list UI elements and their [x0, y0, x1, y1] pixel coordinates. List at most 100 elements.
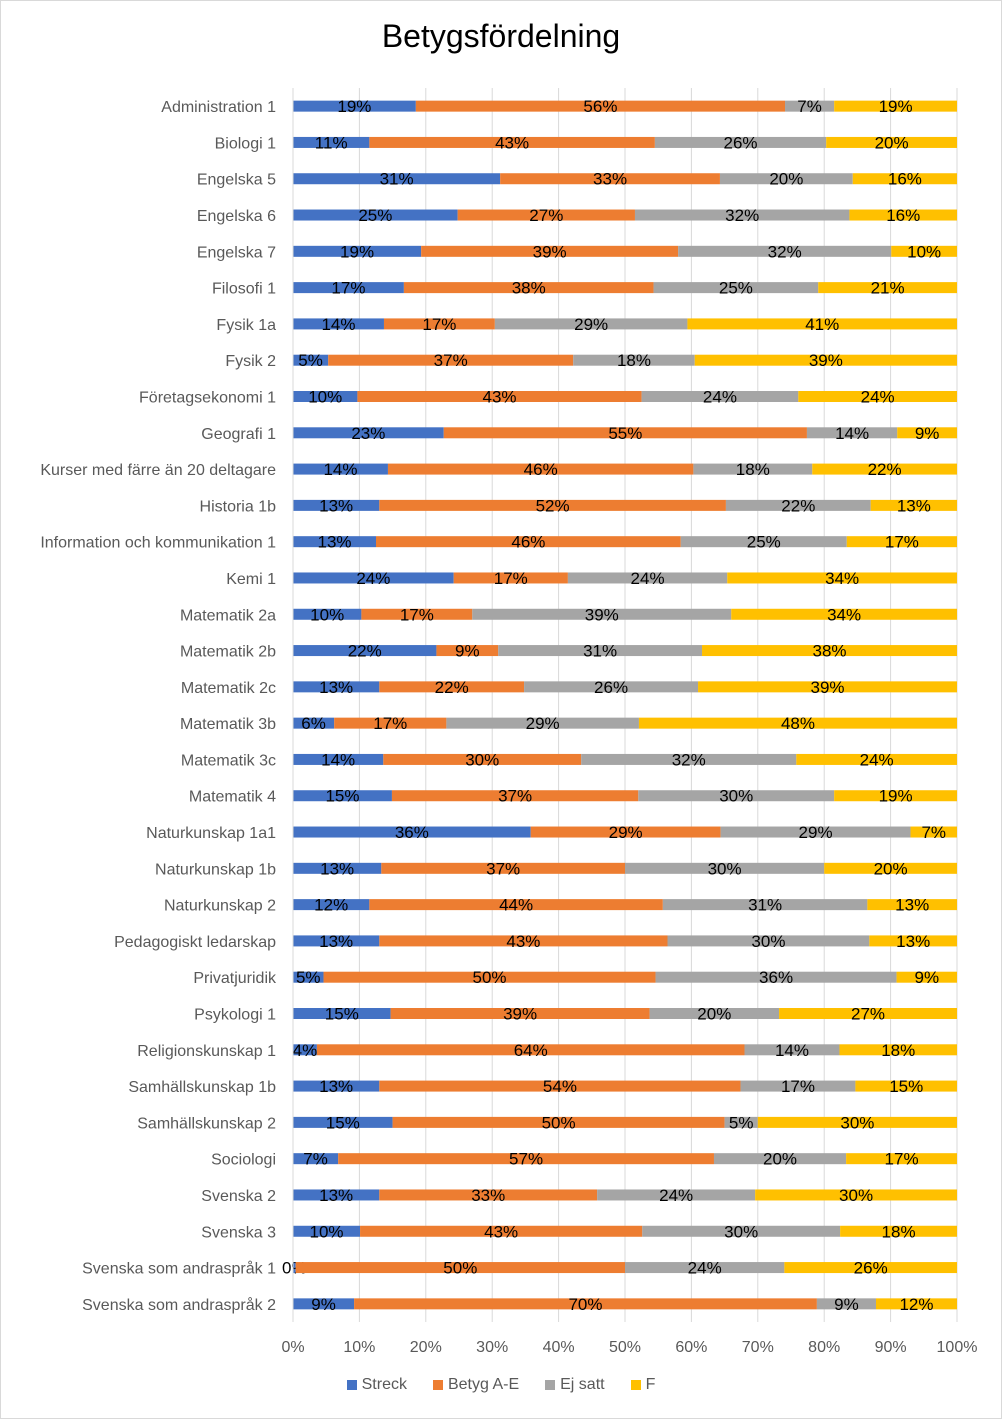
bar-segment [779, 1008, 957, 1019]
bar-segment [295, 1262, 625, 1274]
bar-segment [653, 282, 819, 294]
bar-segment [436, 645, 499, 657]
data-label: 13% [896, 932, 930, 951]
data-label: 39% [811, 678, 845, 697]
bar-segment [744, 1044, 840, 1056]
bar-segment [293, 1008, 391, 1019]
legend-item: Ej satt [545, 1376, 605, 1394]
category-label: Svenska som andraspråk 1 [82, 1260, 276, 1278]
bar-segment [293, 136, 370, 148]
bar-segment [293, 1153, 339, 1165]
category-label: Privatjuridik [193, 970, 277, 987]
bar-segment [755, 1189, 957, 1201]
data-label: 22% [868, 460, 902, 479]
bar-segment [379, 1189, 598, 1201]
category-label: Administration 1 [161, 99, 276, 116]
legend-item: Betyg A-E [432, 1376, 519, 1394]
x-tick-label: 50% [609, 1339, 641, 1356]
data-label: 44% [499, 896, 533, 915]
data-label: 15% [325, 787, 359, 806]
category-label: Filosofi 1 [212, 281, 276, 298]
bar-segment [293, 717, 335, 729]
data-label: 9% [834, 1295, 859, 1314]
bar-segment [293, 173, 501, 185]
data-label: 24% [631, 569, 665, 588]
category-label: Matematik 2c [181, 680, 276, 697]
data-label: 12% [899, 1295, 933, 1314]
data-label: 30% [840, 1113, 874, 1132]
bar-segment [391, 790, 639, 802]
data-label: 56% [583, 97, 617, 116]
bar-segment [727, 572, 957, 584]
bar-segment [852, 173, 957, 185]
bar-segment [293, 427, 444, 439]
data-label: 25% [358, 206, 392, 225]
bar-segment [293, 282, 404, 294]
bar-segment [698, 681, 957, 693]
data-label: 7% [921, 823, 946, 842]
data-label: 30% [724, 1222, 758, 1241]
data-label: 16% [888, 170, 922, 189]
bar-segment [457, 209, 635, 221]
bar-segment [293, 1298, 355, 1310]
bar-segment [383, 318, 495, 330]
category-label: Matematik 3b [180, 716, 276, 733]
data-label: 4% [293, 1041, 318, 1060]
data-label: 9% [914, 968, 939, 987]
data-label: 20% [874, 859, 908, 878]
bar-segment [625, 862, 825, 874]
data-label: 10% [907, 242, 941, 261]
category-label: Biologi 1 [215, 135, 276, 152]
data-label: 19% [879, 97, 913, 116]
bar-segment [638, 790, 835, 802]
data-label: 43% [484, 1222, 518, 1241]
data-label: 6% [301, 714, 326, 733]
bar-segment [798, 391, 957, 402]
data-label: 48% [781, 714, 815, 733]
data-label: 29% [574, 315, 608, 334]
x-tick-label: 70% [742, 1339, 774, 1356]
legend-item: F [630, 1376, 655, 1394]
data-label: 19% [340, 242, 374, 261]
data-label: 24% [356, 569, 390, 588]
bar-segment [334, 717, 447, 729]
legend-label: Streck [361, 1376, 407, 1393]
legend-swatch [630, 1380, 641, 1390]
bar-segment [662, 899, 868, 911]
bar-segment [293, 790, 392, 802]
bar-segment [323, 971, 656, 983]
category-label: Religionskunskap 1 [137, 1043, 276, 1060]
data-label: 9% [455, 642, 480, 661]
data-label: 27% [529, 206, 563, 225]
data-label: 32% [672, 750, 706, 769]
data-label: 17% [781, 1077, 815, 1096]
data-label: 13% [319, 1077, 353, 1096]
category-label: Matematik 4 [189, 789, 276, 806]
x-tick-label: 90% [875, 1339, 907, 1356]
bar-segment [293, 1225, 361, 1237]
data-label: 14% [835, 424, 869, 443]
data-label: 29% [609, 823, 643, 842]
data-label: 31% [748, 896, 782, 915]
bar-segment [910, 826, 957, 838]
bar-segment [494, 318, 688, 330]
category-label: Engelska 5 [197, 172, 276, 189]
bar-segment [293, 100, 416, 112]
bar-segment [293, 935, 380, 947]
data-label: 20% [763, 1150, 797, 1169]
data-label: 30% [719, 787, 753, 806]
chart-legend: Streck Betyg A-E Ej satt F [0, 1376, 1002, 1394]
data-label: 17% [885, 1150, 919, 1169]
data-label: 70% [568, 1295, 602, 1314]
data-label: 39% [503, 1005, 537, 1024]
data-label: 24% [659, 1186, 693, 1205]
data-label: 38% [512, 279, 546, 298]
data-label: 14% [323, 460, 357, 479]
bar-segment [354, 1298, 817, 1310]
bar-segment [379, 499, 726, 511]
data-label: 14% [321, 750, 355, 769]
bar-segment [446, 717, 639, 729]
legend-swatch [432, 1380, 443, 1390]
